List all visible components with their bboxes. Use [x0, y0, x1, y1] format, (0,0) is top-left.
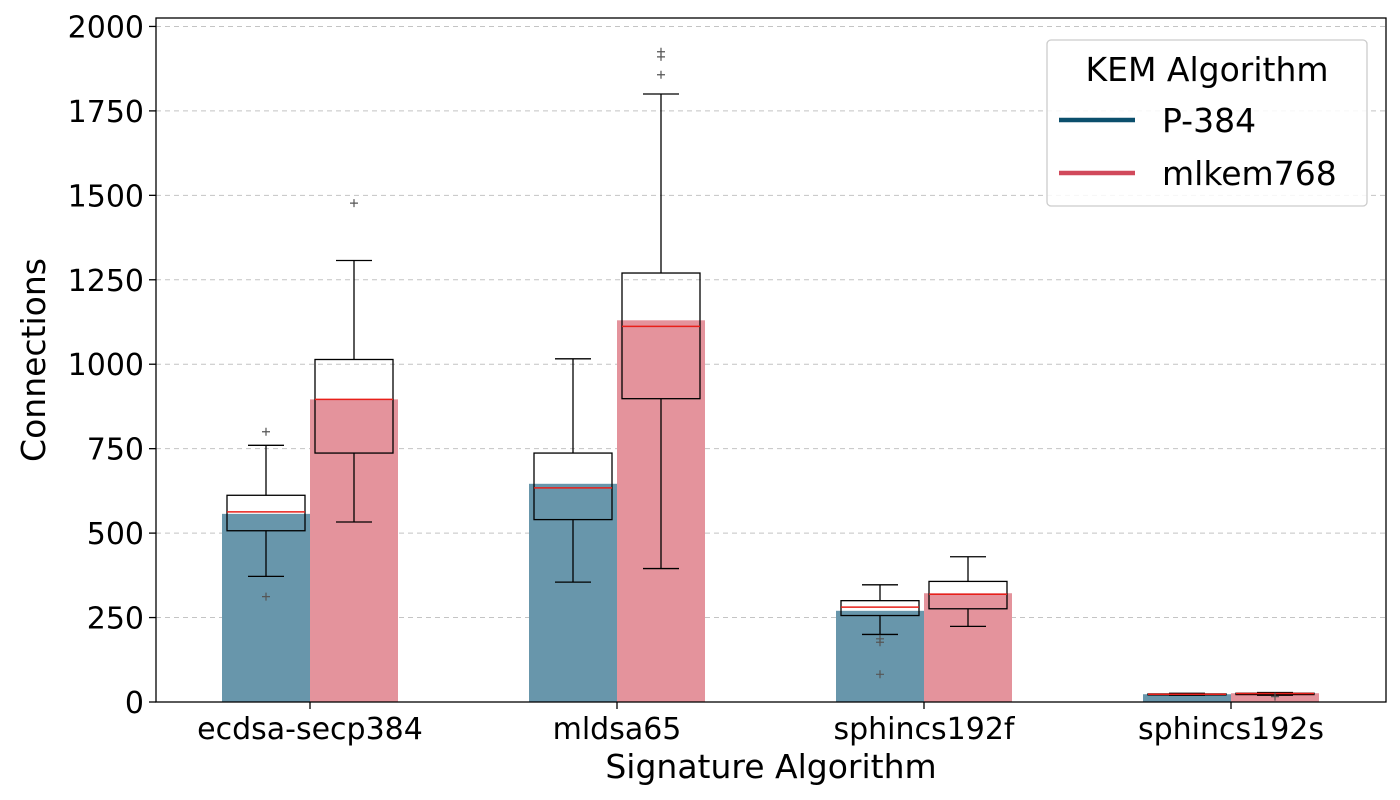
y-axis-label: Connections: [14, 258, 53, 462]
bar: [310, 399, 398, 702]
box-iqr: [621, 272, 701, 400]
bar: [1143, 694, 1231, 702]
outlier-point: [657, 70, 665, 79]
y-tick-label: 750: [87, 433, 144, 468]
y-tick-label: 1250: [68, 264, 144, 299]
y-axis-ticks: 0 250 500 750 1000 1250 1500 1750 2000: [68, 10, 156, 721]
y-tick-label: 1000: [68, 348, 144, 383]
legend-label: mlkem768: [1162, 154, 1337, 193]
legend-label: P-384: [1162, 101, 1256, 140]
x-tick-label: mldsa65: [553, 712, 682, 747]
y-tick-label: 1500: [68, 179, 144, 214]
outlier-point: [876, 634, 884, 643]
boxplot: [1235, 691, 1315, 701]
y-grid: [156, 25, 1386, 619]
box-iqr: [314, 358, 394, 454]
legend-title: KEM Algorithm: [1085, 50, 1328, 89]
plot-frame: [155, 17, 1387, 703]
x-axis-ticks: ecdsa-secp384 mldsa65 sphincs192f sphincs19…: [197, 702, 1324, 747]
legend-box: [1046, 39, 1368, 207]
boxplot: [226, 427, 306, 601]
y-tick-label: 2000: [68, 10, 144, 45]
x-tick-label: sphincs192s: [1138, 712, 1324, 747]
x-axis-label: Signature Algorithm: [605, 747, 936, 786]
bar: [529, 483, 617, 702]
outlier-point: [1271, 692, 1279, 701]
outlier-point: [876, 670, 884, 679]
y-tick-label: 1750: [68, 95, 144, 130]
boxplot: [1147, 692, 1227, 696]
box-iqr: [533, 452, 613, 521]
outlier-point: [657, 47, 665, 56]
boxplot: [928, 556, 1008, 627]
boxplot: [314, 199, 394, 523]
legend: KEM Algorithm P-384 mlkem768: [1046, 39, 1368, 207]
box-iqr: [226, 494, 306, 532]
y-tick-label: 0: [125, 686, 144, 721]
boxplot: [533, 358, 613, 583]
x-tick-label: sphincs192f: [834, 712, 1016, 747]
legend-items: P-384 mlkem768: [1059, 101, 1337, 193]
boxplot: [840, 584, 920, 679]
x-tick-label: ecdsa-secp384: [197, 712, 423, 747]
box-iqr: [928, 580, 1008, 610]
box-iqr: [840, 600, 920, 617]
y-tick-label: 500: [87, 517, 144, 552]
outlier-point: [262, 427, 270, 436]
bars: [222, 320, 1319, 702]
boxplot: [621, 47, 701, 570]
boxplots: [226, 47, 1315, 701]
outlier-point: [262, 592, 270, 601]
y-tick-label: 250: [87, 602, 144, 637]
outlier-point: [350, 199, 358, 208]
